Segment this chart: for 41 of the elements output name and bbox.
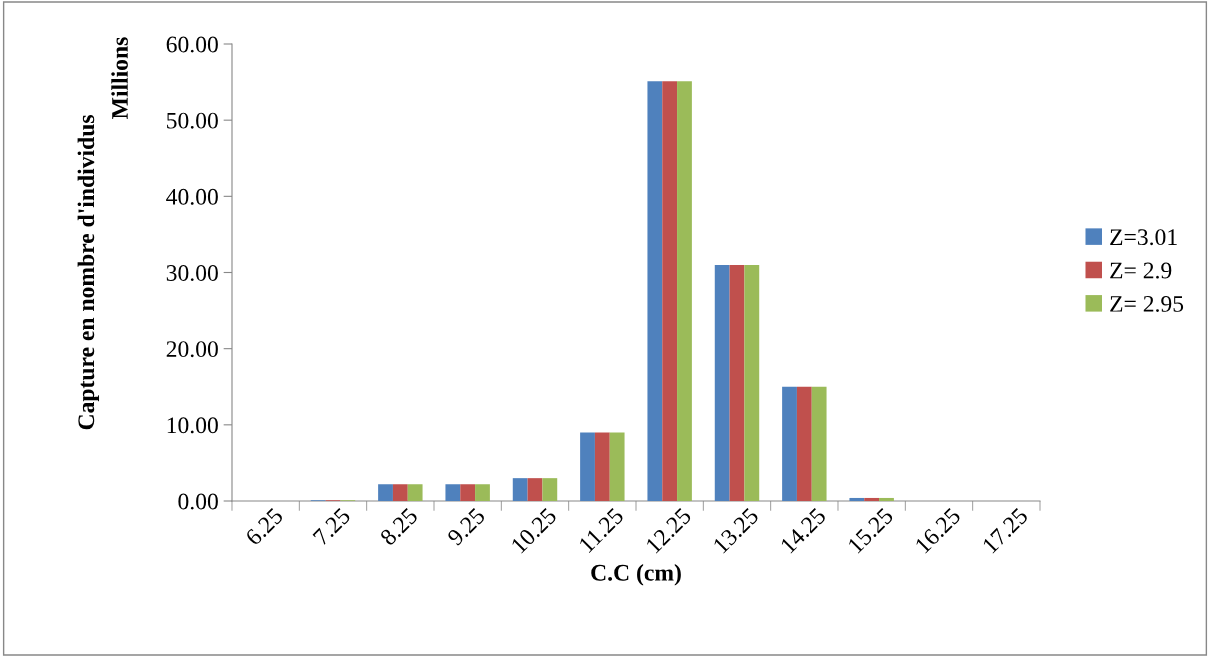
text: Millions bbox=[111, 37, 128, 119]
legend-label: Z= 2.9 bbox=[1110, 262, 1172, 279]
x-tick-label: 8.25 bbox=[379, 507, 419, 547]
legend-label: Z= 2.95 bbox=[1110, 295, 1184, 312]
bar bbox=[527, 478, 543, 501]
bar bbox=[714, 264, 730, 501]
bar bbox=[647, 81, 663, 501]
bar bbox=[864, 497, 880, 501]
y-tick-label: 50.00 bbox=[167, 112, 218, 129]
y-tick-label: 10.00 bbox=[167, 417, 218, 434]
bar bbox=[609, 432, 625, 501]
bar bbox=[811, 386, 827, 501]
y-axis-title: Capture en nombre d'individus bbox=[77, 115, 100, 430]
bar bbox=[392, 484, 408, 501]
x-tick-label: 9.25 bbox=[446, 507, 486, 547]
bar bbox=[594, 432, 610, 501]
bar bbox=[879, 497, 894, 501]
y-tick-label: 40.00 bbox=[166, 188, 218, 205]
bar bbox=[378, 484, 393, 501]
bar bbox=[445, 484, 461, 501]
bar bbox=[744, 264, 760, 501]
bar bbox=[580, 432, 595, 501]
bar bbox=[475, 484, 490, 501]
bar bbox=[542, 478, 558, 501]
bar bbox=[512, 478, 528, 501]
bar bbox=[677, 81, 692, 501]
x-axis-title: C.C (cm) bbox=[591, 564, 681, 586]
y-tick-label: 60.00 bbox=[166, 36, 218, 53]
bar bbox=[782, 386, 797, 501]
x-tick-label: 6.25 bbox=[244, 507, 284, 547]
bar bbox=[662, 81, 678, 501]
x-tick-label: 7.25 bbox=[312, 507, 352, 546]
bar bbox=[729, 264, 745, 501]
bar bbox=[460, 484, 476, 501]
y-tick-label: 20.00 bbox=[166, 341, 218, 358]
bar bbox=[407, 484, 423, 501]
bar bbox=[796, 386, 812, 501]
y-tick-label: 30.00 bbox=[166, 264, 218, 282]
bar bbox=[849, 497, 865, 501]
y-tick-label: 0.00 bbox=[178, 493, 218, 510]
legend-label: Z=3.01 bbox=[1110, 229, 1177, 246]
